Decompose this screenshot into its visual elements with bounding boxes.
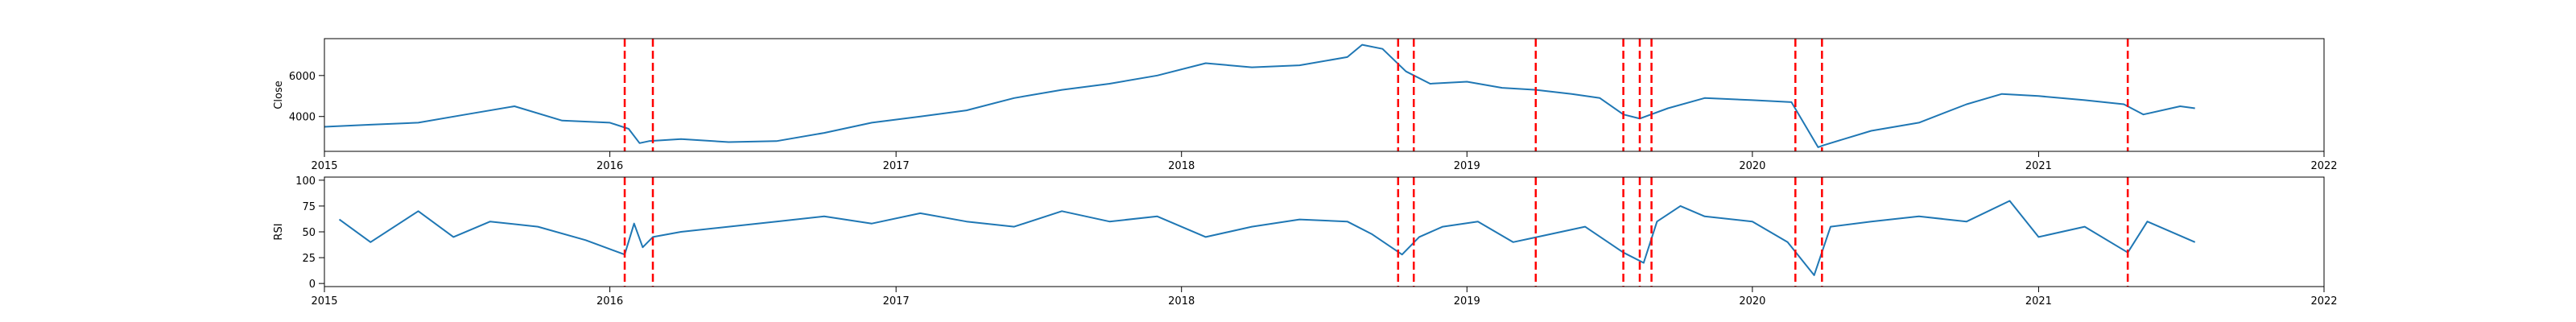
- x-tick-label: 2019: [1454, 160, 1480, 172]
- x-tick-label: 2020: [1739, 160, 1765, 172]
- close-price-chart: 4000 6000 2015 2016 2017 2018 2019 2020 2021 2022…: [273, 38, 2338, 172]
- y-tick-label: 50: [302, 227, 316, 239]
- y-tick-label: 0: [309, 279, 316, 291]
- y-tick-label: 100: [295, 175, 316, 188]
- y-tick-label: 4000: [289, 112, 316, 124]
- x-tick-label: 2021: [2025, 160, 2052, 172]
- y-tick-label: 75: [302, 201, 316, 213]
- plot-frame: [324, 38, 2325, 152]
- rsi-chart: 0 25 50 75 100 2015 2016 2017 2018 2019 2020 2021 20…: [273, 175, 2338, 308]
- y-axis-label: Close: [273, 80, 285, 109]
- x-tick-label: 2015: [311, 160, 337, 172]
- x-tick-label: 2017: [883, 295, 910, 308]
- x-tick-label: 2018: [1168, 160, 1195, 172]
- series-line: [338, 200, 2196, 276]
- x-tick-label: 2018: [1168, 295, 1195, 308]
- x-tick-label: 2016: [597, 160, 623, 172]
- x-tick-label: 2016: [597, 295, 623, 308]
- series-line: [324, 43, 2195, 148]
- x-tick-label: 2017: [883, 160, 910, 172]
- y-axis-label: RSI: [273, 223, 285, 240]
- x-tick-label: 2020: [1739, 295, 1765, 308]
- x-tick-label: 2022: [2310, 295, 2337, 308]
- y-tick-label: 25: [302, 253, 316, 265]
- y-tick-label: 6000: [289, 71, 316, 83]
- x-tick-label: 2015: [311, 295, 337, 308]
- x-tick-label: 2021: [2025, 295, 2052, 308]
- x-tick-label: 2019: [1454, 295, 1480, 308]
- x-tick-label: 2022: [2310, 160, 2337, 172]
